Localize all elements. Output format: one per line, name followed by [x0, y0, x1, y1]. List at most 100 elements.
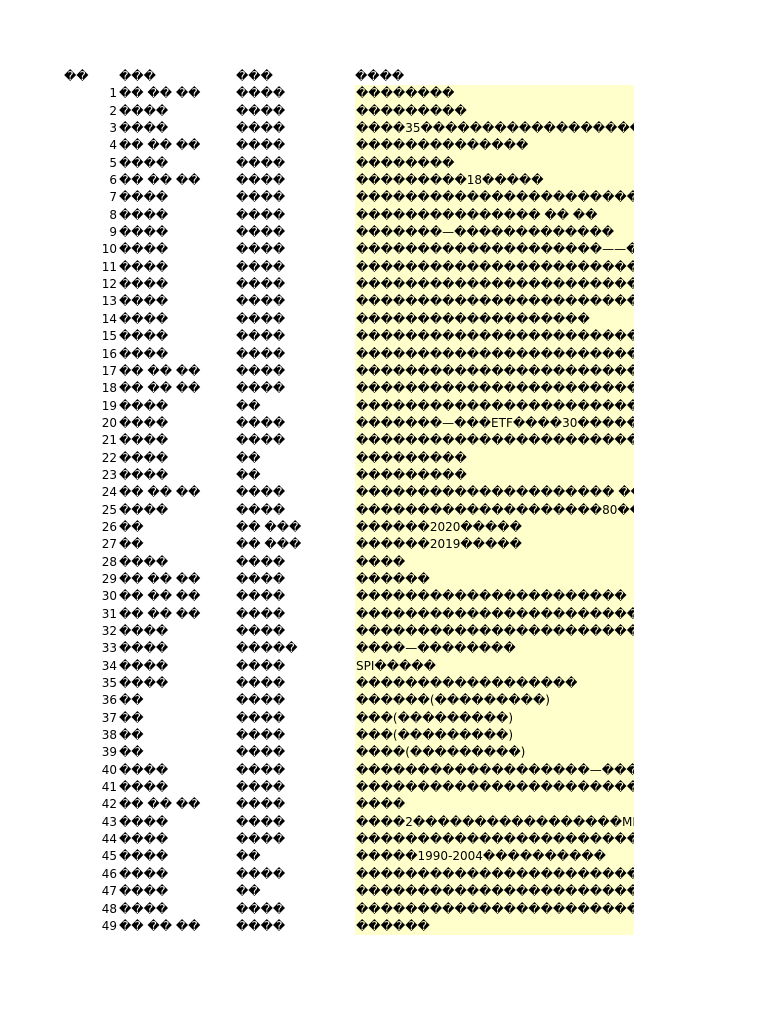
cell-col-d[interactable]: ������������������������������������� [355, 189, 634, 207]
cell-col-d[interactable]: ���� [355, 553, 634, 571]
cell-col-b[interactable]: �� �� �� [119, 381, 201, 396]
cell-col-d[interactable]: �������� [355, 85, 634, 103]
cell-col-d[interactable]: ����(���������) [355, 744, 634, 762]
row-index-cell[interactable]: 26 [101, 519, 117, 534]
cell-col-d[interactable]: �����1990-2004���������� [355, 848, 634, 866]
cell-col-d[interactable]: ������������������� [355, 310, 634, 329]
row-index-cell[interactable]: 21 [101, 433, 117, 448]
cell-col-b[interactable]: ���� [119, 346, 169, 361]
cell-col-b[interactable]: �� �� �� [119, 138, 201, 153]
cell-col-d[interactable]: ������������������������������������� [355, 293, 634, 311]
row-index-cell[interactable]: 30 [101, 589, 117, 604]
cell-col-d[interactable]: �������—������������� [355, 224, 634, 242]
cell-col-d[interactable]: ��������������������������……������� [355, 831, 634, 849]
cell-col-b[interactable]: ���� [119, 901, 169, 916]
cell-col-b[interactable]: ���� [119, 294, 169, 309]
row-index-cell[interactable]: 37 [101, 710, 117, 725]
cell-col-b[interactable]: ���� [119, 225, 169, 240]
cell-col-c[interactable]: ���� [236, 277, 286, 292]
cell-col-d[interactable]: ������������������ [355, 675, 634, 693]
cell-col-c[interactable]: ���� [236, 155, 286, 170]
cell-col-b[interactable]: ���� [119, 329, 169, 344]
row-index-cell[interactable]: 41 [101, 780, 117, 795]
cell-col-d[interactable]: ���������������������������� [355, 328, 634, 346]
cell-col-d[interactable]: ������(���������) [355, 692, 634, 710]
row-index-cell[interactable]: 12 [101, 277, 117, 292]
row-index-cell[interactable]: 20 [101, 415, 117, 430]
header-cell-index[interactable]: �� [64, 69, 89, 83]
cell-col-b[interactable]: ���� [119, 849, 169, 864]
cell-col-b[interactable]: ���� [119, 155, 169, 170]
cell-col-b[interactable]: ���� [119, 624, 169, 638]
cell-col-d[interactable]: ������������������������������� [355, 258, 634, 277]
cell-col-c[interactable]: ���� [236, 589, 286, 604]
row-index-cell[interactable]: 19 [101, 398, 117, 413]
row-index-cell[interactable]: 11 [101, 259, 117, 274]
cell-col-b[interactable]: �� [119, 519, 144, 534]
cell-col-d[interactable]: �������������� [355, 137, 634, 155]
cell-col-d[interactable]: ������ [355, 917, 634, 936]
cell-col-d[interactable]: ���������18����� [355, 172, 634, 190]
cell-col-c[interactable]: ���� [236, 381, 286, 396]
cell-col-d[interactable]: ��������� [355, 449, 634, 467]
cell-col-b[interactable]: ���� [119, 398, 169, 413]
cell-col-c[interactable]: ���� [236, 866, 286, 881]
cell-col-b[interactable]: ���� [119, 762, 169, 777]
cell-col-d[interactable]: ����������������������������������� [355, 345, 634, 363]
cell-col-b[interactable]: �� �� �� [119, 485, 201, 500]
row-index-cell[interactable]: 25 [101, 502, 117, 517]
header-cell-d[interactable]: ���� [355, 69, 405, 83]
cell-col-d[interactable]: ��������������������——������������� [355, 241, 634, 259]
row-index-cell[interactable]: 43 [101, 814, 117, 829]
cell-col-c[interactable]: ���� [236, 918, 286, 933]
cell-col-c[interactable]: ���� [236, 780, 286, 795]
cell-col-b[interactable]: �� �� �� [119, 606, 201, 621]
cell-col-c[interactable]: �� [236, 884, 261, 899]
cell-col-c[interactable]: ���� [236, 745, 286, 760]
row-index-cell[interactable]: 42 [101, 797, 117, 812]
row-index-cell[interactable]: 49 [101, 918, 117, 933]
row-index-cell[interactable]: 2 [109, 103, 117, 118]
cell-col-c[interactable]: ���� [236, 606, 286, 621]
header-cell-b[interactable]: ��� [119, 69, 156, 83]
cell-col-b[interactable]: �� �� �� [119, 173, 201, 188]
row-index-cell[interactable]: 47 [101, 884, 117, 899]
cell-col-b[interactable]: �� �� �� [119, 589, 201, 604]
cell-col-c[interactable]: ���� [236, 121, 286, 136]
cell-col-c[interactable]: ���� [236, 190, 286, 205]
row-index-cell[interactable]: 8 [109, 207, 117, 222]
cell-col-d[interactable]: ��������� [355, 102, 634, 121]
cell-col-c[interactable]: �� ��� [236, 519, 302, 534]
cell-col-d[interactable]: �������������������—���������������� [355, 761, 634, 780]
cell-col-b[interactable]: ���� [119, 242, 169, 257]
cell-col-c[interactable]: �� ��� [236, 537, 302, 552]
cell-col-c[interactable]: ���� [236, 329, 286, 344]
row-index-cell[interactable]: 18 [101, 381, 117, 396]
cell-col-b[interactable]: �� [119, 745, 144, 760]
cell-col-d[interactable]: ������������������������������������� [355, 397, 634, 415]
cell-col-d[interactable]: ����35������������������������������4: [355, 120, 634, 138]
cell-col-c[interactable]: ���� [236, 415, 286, 430]
cell-col-d[interactable]: ��������������������� ������� [355, 484, 634, 502]
cell-col-b[interactable]: �� �� �� [119, 571, 201, 586]
cell-col-b[interactable]: ���� [119, 207, 169, 222]
cell-col-c[interactable]: ���� [236, 624, 286, 638]
cell-col-d[interactable]: ������2020����� [355, 518, 634, 537]
row-index-cell[interactable]: 27 [101, 537, 117, 552]
cell-col-d[interactable]: ����—�������� [355, 640, 634, 658]
cell-col-c[interactable]: ���� [236, 207, 286, 222]
cell-col-b[interactable]: ���� [119, 103, 169, 118]
cell-col-c[interactable]: ���� [236, 259, 286, 274]
row-index-cell[interactable]: 10 [101, 242, 117, 257]
row-index-cell[interactable]: 39 [101, 745, 117, 760]
cell-col-b[interactable]: �� �� �� [119, 797, 201, 812]
row-index-cell[interactable]: 36 [101, 693, 117, 708]
cell-col-d[interactable]: ��������������� �� �� [355, 206, 634, 225]
cell-col-d[interactable]: ������������������������ [355, 883, 634, 901]
cell-col-b[interactable]: ���� [119, 641, 169, 656]
cell-col-d[interactable]: ����2�����������������MDRT��� [355, 813, 634, 832]
cell-col-b[interactable]: ���� [119, 467, 169, 482]
row-index-cell[interactable]: 3 [109, 121, 117, 136]
cell-col-b[interactable]: ���� [119, 433, 169, 448]
cell-col-c[interactable]: ���� [236, 676, 286, 691]
